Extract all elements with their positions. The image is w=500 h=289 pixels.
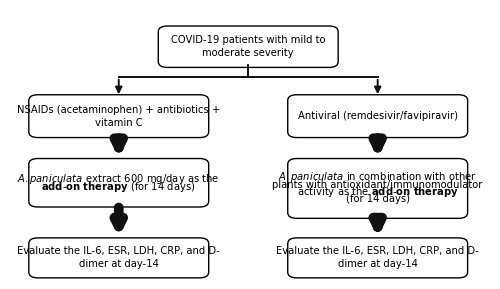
Text: Antiviral (remdesivir/favipiravir): Antiviral (remdesivir/favipiravir) [298,111,458,121]
FancyBboxPatch shape [288,238,468,278]
Text: COVID-19 patients with mild to
moderate severity: COVID-19 patients with mild to moderate … [171,35,326,58]
FancyBboxPatch shape [29,95,208,138]
Text: NSAIDs (acetaminophen) + antibiotics +
vitamin C: NSAIDs (acetaminophen) + antibiotics + v… [17,105,220,128]
Text: plants with antioxidant/immunomodulator: plants with antioxidant/immunomodulator [272,180,483,190]
FancyBboxPatch shape [158,26,338,67]
FancyBboxPatch shape [29,159,208,207]
FancyBboxPatch shape [288,159,468,218]
Text: $\it{A. paniculata}$ extract 600 mg/day as the: $\it{A. paniculata}$ extract 600 mg/day … [18,172,220,186]
Text: $\bf{add\text{-}on\ therapy}$ (for 14 days): $\bf{add\text{-}on\ therapy}$ (for 14 da… [42,180,196,194]
Text: Evaluate the IL-6, ESR, LDH, CRP, and D-
dimer at day-14: Evaluate the IL-6, ESR, LDH, CRP, and D-… [276,246,479,269]
Text: Evaluate the IL-6, ESR, LDH, CRP, and D-
dimer at day-14: Evaluate the IL-6, ESR, LDH, CRP, and D-… [18,246,220,269]
Text: $\it{A. paniculata}$ in combination with other: $\it{A. paniculata}$ in combination with… [278,171,477,184]
FancyBboxPatch shape [29,238,208,278]
Text: (for 14 days): (for 14 days) [346,194,410,205]
FancyBboxPatch shape [288,95,468,138]
Text: activity as the $\bf{add\text{-}on\ therapy}$: activity as the $\bf{add\text{-}on\ ther… [296,185,458,199]
